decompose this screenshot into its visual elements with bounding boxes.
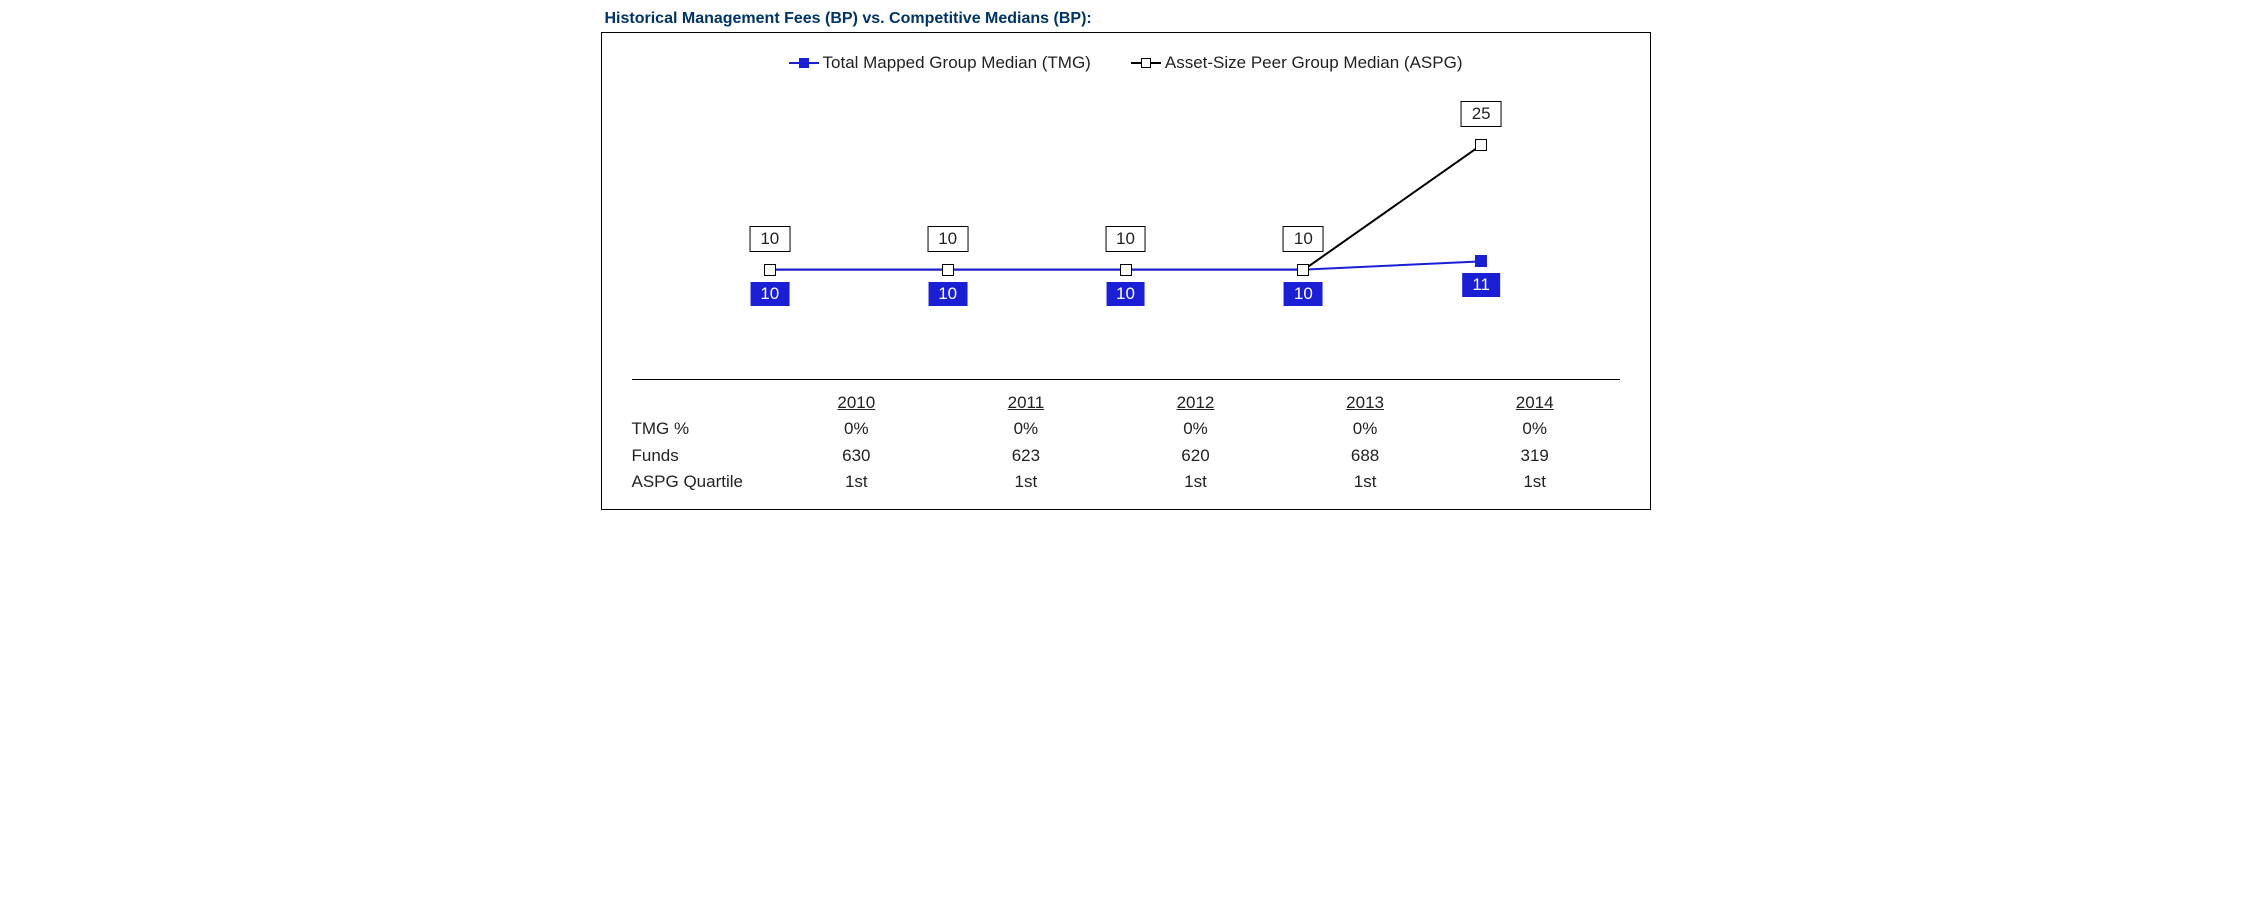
aspg-data-label: 10	[749, 226, 790, 252]
table-cell: 1st	[772, 469, 942, 495]
aspg-data-label: 10	[927, 226, 968, 252]
table-row: TMG % 0% 0% 0% 0% 0%	[632, 416, 1620, 442]
chart-title: Historical Management Fees (BP) vs. Comp…	[605, 10, 1651, 28]
data-table: 2010 2011 2012 2013 2014 TMG % 0% 0% 0% …	[632, 379, 1620, 495]
table-cell: 0%	[1111, 416, 1281, 442]
legend-label-aspg: Asset-Size Peer Group Median (ASPG)	[1165, 53, 1463, 73]
aspg-data-label: 25	[1461, 101, 1502, 127]
legend: Total Mapped Group Median (TMG) Asset-Si…	[632, 53, 1620, 73]
aspg-marker	[1475, 139, 1487, 151]
legend-item-aspg: Asset-Size Peer Group Median (ASPG)	[1131, 53, 1463, 73]
aspg-marker	[1120, 264, 1132, 276]
year-header: 2011	[941, 390, 1111, 416]
table-row: ASPG Quartile 1st 1st 1st 1st 1st	[632, 469, 1620, 495]
chart-panel: Total Mapped Group Median (TMG) Asset-Si…	[601, 32, 1651, 510]
square-filled-icon	[799, 58, 809, 68]
table-cell: 0%	[772, 416, 942, 442]
table-cell: 0%	[941, 416, 1111, 442]
table-cell: 319	[1450, 443, 1620, 469]
aspg-marker	[1297, 264, 1309, 276]
table-row: Funds 630 623 620 688 319	[632, 443, 1620, 469]
row-label: TMG %	[632, 416, 772, 442]
square-hollow-icon	[1141, 58, 1151, 68]
table-cell: 0%	[1280, 416, 1450, 442]
table-cell: 620	[1111, 443, 1281, 469]
legend-item-tmg: Total Mapped Group Median (TMG)	[789, 53, 1091, 73]
table-cell: 1st	[1450, 469, 1620, 495]
tmg-marker	[1475, 255, 1487, 267]
year-header: 2013	[1280, 390, 1450, 416]
aspg-data-label: 10	[1283, 226, 1324, 252]
table-cell: 0%	[1450, 416, 1620, 442]
table-header-row: 2010 2011 2012 2013 2014	[632, 390, 1620, 416]
aspg-marker	[942, 264, 954, 276]
year-header: 2010	[772, 390, 942, 416]
table-cell: 1st	[1280, 469, 1450, 495]
table-cell: 630	[772, 443, 942, 469]
table-cell: 688	[1280, 443, 1450, 469]
tmg-data-label: 10	[1284, 282, 1323, 306]
legend-label-tmg: Total Mapped Group Median (TMG)	[823, 53, 1091, 73]
table-header-spacer	[632, 390, 772, 416]
legend-swatch-tmg	[789, 62, 819, 64]
year-header: 2014	[1450, 390, 1620, 416]
table-cell: 1st	[941, 469, 1111, 495]
row-label: ASPG Quartile	[632, 469, 772, 495]
year-header: 2012	[1111, 390, 1281, 416]
plot-area: 10 10 10 10 11 10 10 10 10 25	[632, 83, 1620, 373]
table-cell: 1st	[1111, 469, 1281, 495]
aspg-data-label: 10	[1105, 226, 1146, 252]
tmg-data-label: 10	[1106, 282, 1145, 306]
tmg-data-label: 11	[1462, 273, 1500, 297]
aspg-marker	[764, 264, 776, 276]
tmg-data-label: 10	[750, 282, 789, 306]
table-cell: 623	[941, 443, 1111, 469]
legend-swatch-aspg	[1131, 62, 1161, 64]
row-label: Funds	[632, 443, 772, 469]
tmg-data-label: 10	[928, 282, 967, 306]
